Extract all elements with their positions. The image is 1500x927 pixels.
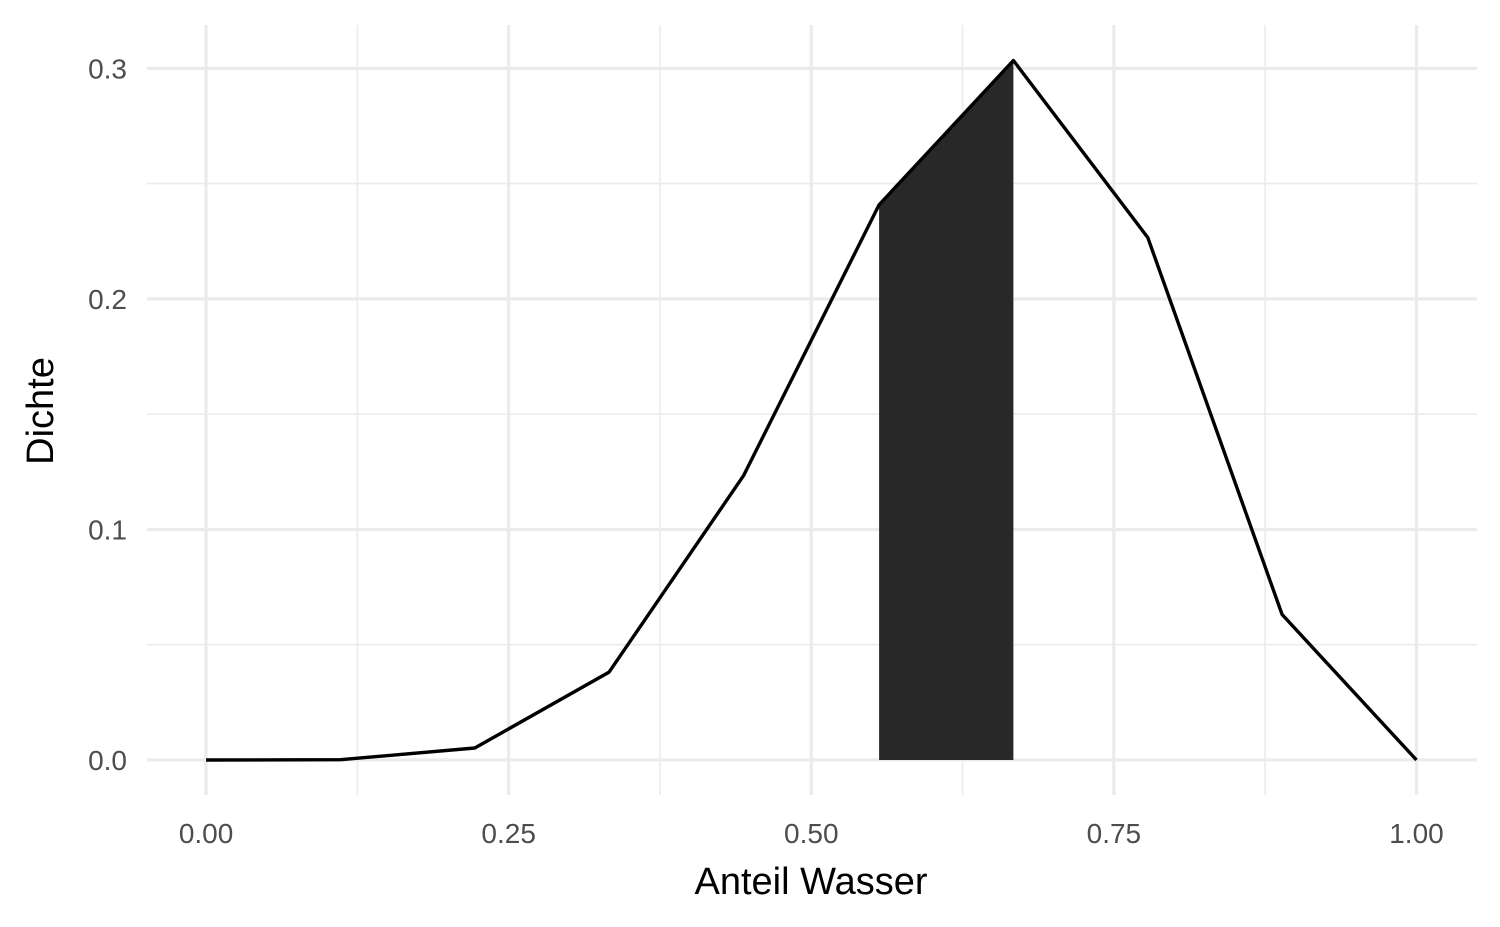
x-tick-label: 1.00: [1389, 818, 1444, 849]
x-tick-label: 0.75: [1087, 818, 1142, 849]
highlight-area-layer: [879, 60, 1014, 760]
x-tick-label: 0.50: [784, 818, 839, 849]
y-tick-label: 0.1: [88, 514, 127, 545]
x-tick-label: 0.00: [179, 818, 234, 849]
grid-layer: [147, 25, 1477, 795]
density-line-layer: [206, 58, 1418, 762]
x-tick-label: 0.25: [481, 818, 536, 849]
y-tick-label: 0.2: [88, 284, 127, 315]
y-axis-tick-labels: 0.0 0.1 0.2 0.3: [88, 53, 127, 776]
x-axis-title: Anteil Wasser: [695, 861, 928, 903]
highlight-interval-area: [879, 60, 1014, 760]
y-axis-title: Dichte: [20, 357, 62, 465]
y-tick-label: 0.3: [88, 53, 127, 84]
y-tick-label: 0.0: [88, 745, 127, 776]
density-line: [206, 58, 1418, 762]
x-axis-tick-labels: 0.00 0.25 0.50 0.75 1.00: [179, 818, 1444, 849]
